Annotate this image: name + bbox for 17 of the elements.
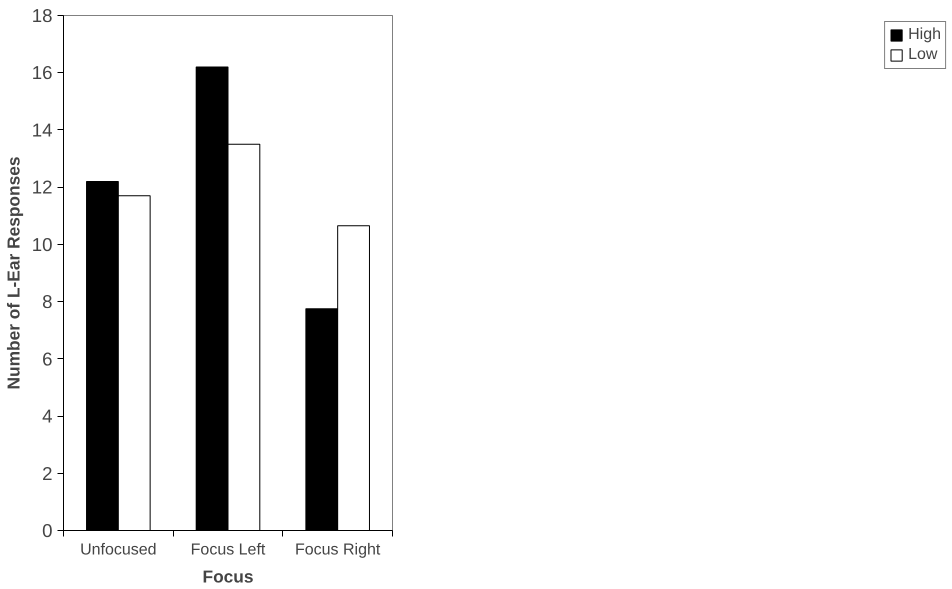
y-tick-label: 12	[32, 176, 53, 198]
y-tick-label: 16	[32, 62, 53, 84]
y-axis-title: Number of L-Ear Responses	[4, 156, 24, 390]
y-tick-label: 6	[42, 348, 53, 370]
x-tick-label: Unfocused	[80, 542, 157, 558]
y-tick-label: 18	[32, 5, 53, 26]
x-axis-title: Focus	[202, 566, 254, 586]
legend-label: High	[908, 26, 941, 44]
y-tick-label: 4	[42, 406, 53, 427]
x-tick-label: Focus Right	[294, 542, 381, 558]
y-tick-label: 14	[32, 119, 53, 140]
y-tick-label: 8	[42, 291, 53, 312]
y-tick-label: 0	[42, 520, 53, 541]
y-tick-label: 2	[42, 462, 53, 484]
x-tick-label: Focus Left	[190, 542, 266, 558]
y-tick-label: 10	[32, 234, 53, 255]
legend-label: Low	[908, 46, 938, 64]
